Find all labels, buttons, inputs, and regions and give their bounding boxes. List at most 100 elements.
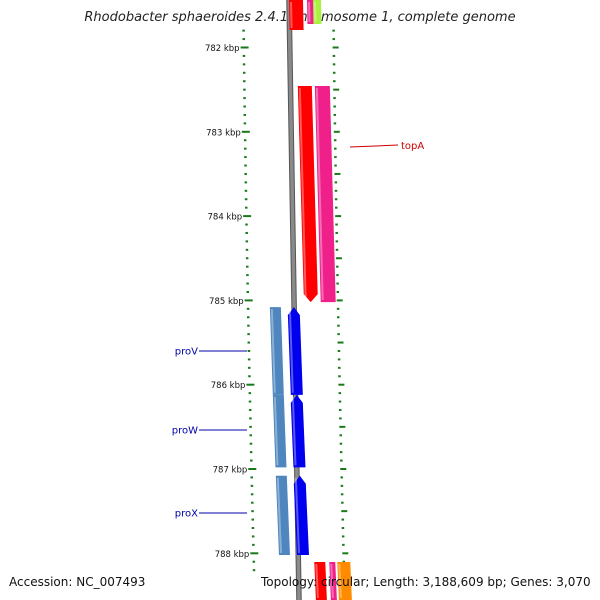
partial-gene-top-red-highlight [290, 1, 293, 29]
outer-scale-tick [334, 198, 338, 201]
outer-scale-tick [338, 400, 342, 403]
inner-scale-tick [245, 257, 249, 260]
outer-scale-tick [342, 543, 345, 546]
tick-label: 787 kbp [213, 466, 248, 476]
inner-scale-tick [245, 223, 248, 226]
inner-scale-tick [242, 54, 246, 57]
outer-scale-tick [340, 476, 343, 479]
inner-scale-tick [244, 147, 247, 150]
inner-scale-tick [247, 349, 251, 352]
inner-scale-tick [246, 307, 250, 310]
outer-scale-tick [333, 88, 340, 91]
outer-scale-tick [338, 392, 342, 395]
partial-gene-bottom-orange [337, 562, 352, 600]
outer-scale-tick [337, 324, 340, 327]
tick-label: 784 kbp [208, 213, 243, 223]
gene-label-proV: proV [175, 347, 198, 358]
outer-scale-tick [341, 518, 344, 521]
inner-scale-tick [243, 80, 246, 83]
tick-label: 783 kbp [206, 128, 241, 138]
inner-scale-tick [243, 88, 246, 91]
inner-scale-tick [247, 358, 251, 361]
outer-scale-tick [333, 130, 340, 133]
outer-scale-tick [333, 97, 336, 100]
inner-scale-tick [251, 501, 254, 504]
outer-scale-tick [342, 552, 349, 555]
outer-scale-tick [332, 38, 335, 41]
outer-scale-tick [338, 366, 341, 369]
outer-scale-tick [336, 274, 339, 277]
outer-scale-tick [341, 510, 348, 513]
gene-topA-inner [297, 85, 318, 303]
gene-proX [293, 475, 309, 555]
inner-scale-tick [245, 240, 249, 243]
outer-scale-tick [339, 442, 343, 445]
outer-scale-tick [332, 71, 336, 74]
outer-scale-tick [335, 206, 338, 209]
inner-scale-tick [246, 274, 249, 277]
outer-scale-tick [336, 265, 339, 268]
outer-scale-tick [341, 527, 345, 530]
feature-layer [269, 0, 352, 600]
outer-scale-tick [332, 54, 336, 57]
inner-scale-tick [247, 316, 250, 319]
outer-scale-tick [339, 417, 342, 420]
inner-scale-tick [242, 38, 245, 41]
inner-scale-tick [248, 400, 252, 403]
outer-scale-tick [340, 468, 347, 470]
inner-scale-tick [244, 189, 248, 192]
gene-proV-outer [269, 307, 284, 395]
outer-scale-tick [338, 375, 341, 378]
tick-layer [240, 29, 349, 572]
inner-scale-tick [251, 535, 255, 538]
outer-scale-tick [332, 46, 339, 49]
outer-scale-tick [336, 282, 339, 285]
inner-scale-tick [246, 282, 249, 285]
gene-label-line [349, 144, 399, 148]
gene-label-proW: proW [172, 426, 198, 437]
outer-scale-tick [336, 290, 340, 293]
outer-scale-tick [336, 307, 340, 310]
outer-scale-tick [337, 333, 340, 336]
gene-proV-outer-highlight [270, 309, 276, 393]
inner-scale-tick [251, 510, 254, 513]
outer-scale-tick [337, 349, 341, 352]
inner-scale-tick [249, 442, 253, 445]
outer-scale-tick [334, 164, 337, 167]
outer-scale-tick [335, 223, 338, 226]
gene-label-proX: proX [175, 509, 198, 520]
gene-topA [314, 85, 336, 303]
gene-proW-highlight [291, 396, 297, 466]
inner-scale-tick [244, 299, 253, 302]
outer-scale-tick [332, 29, 335, 32]
inner-scale-tick [249, 434, 253, 437]
outer-scale-tick [342, 560, 346, 563]
inner-scale-tick [243, 97, 246, 100]
inner-scale-tick [243, 122, 247, 125]
inner-scale-tick [244, 156, 247, 159]
inner-scale-tick [242, 29, 245, 32]
inner-scale-tick [250, 476, 253, 479]
tick-label: 786 kbp [211, 381, 246, 391]
inner-scale-tick [252, 560, 256, 563]
inner-scale-tick [247, 333, 250, 336]
partial-gene-bottom-pink-highlight [330, 563, 334, 599]
outer-scale-tick [335, 215, 342, 218]
outer-scale-tick [339, 434, 343, 437]
inner-scale-tick [248, 366, 251, 369]
outer-scale-tick [333, 122, 337, 125]
outer-scale-tick [339, 425, 346, 428]
inner-scale-tick [243, 215, 252, 218]
outer-scale-tick [340, 484, 344, 487]
outer-scale-tick [333, 105, 336, 108]
inner-scale-tick [242, 63, 246, 66]
outer-scale-tick [333, 80, 336, 83]
inner-scale-tick [252, 543, 255, 546]
outer-scale-tick [335, 248, 339, 251]
gene-proV-highlight [288, 309, 294, 393]
inner-scale-tick [242, 71, 246, 74]
inner-scale-tick [252, 569, 256, 572]
partial-gene-top-pink [307, 0, 315, 24]
inner-scale-tick [243, 105, 246, 108]
inner-scale-tick [250, 493, 254, 496]
